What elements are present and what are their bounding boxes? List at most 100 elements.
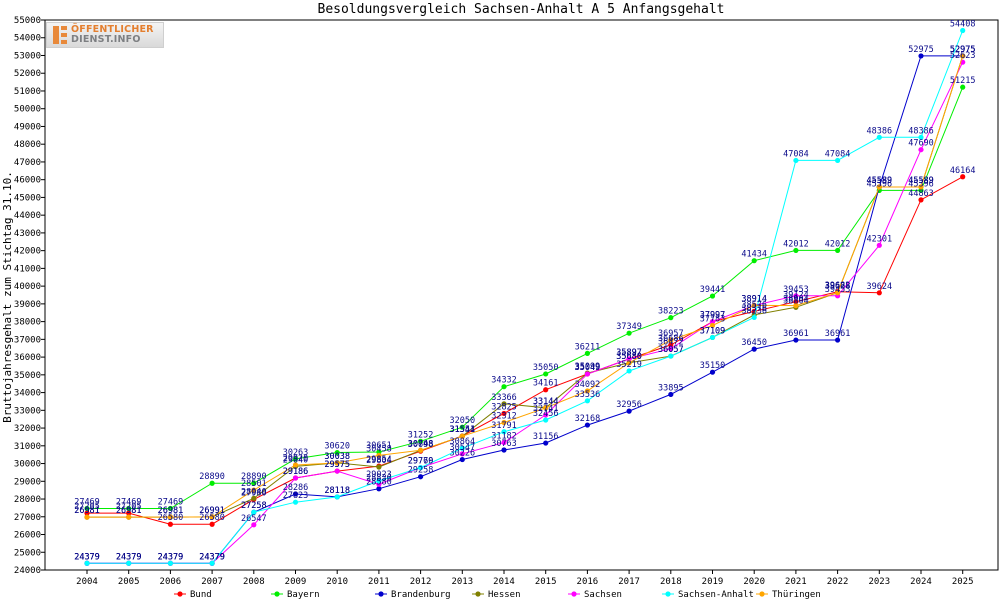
y-tick-label: 31000 [14,442,41,452]
data-label-bund: 38576 [741,300,767,310]
data-label-bayern: 37349 [616,322,642,332]
data-label-sachsen: 39453 [825,285,851,295]
data-label-brandenburg: 27258 [241,501,267,511]
data-label-bayern: 27469 [116,497,142,507]
x-tick-label: 2019 [702,577,724,587]
data-label-brandenburg: 29258 [408,466,434,476]
y-tick-label: 44000 [14,211,41,221]
data-point-bayern [960,84,966,90]
data-point-th-ringen [459,433,465,439]
x-tick-label: 2007 [201,577,223,587]
data-point-sachsen-anhalt [251,509,257,515]
y-tick-label: 53000 [14,51,41,61]
data-label-hessen: 26981 [74,506,100,516]
data-label-hessen: 45589 [908,176,934,186]
data-label-sachsen: 35897 [616,348,642,358]
data-label-hessen: 26981 [116,506,142,516]
data-label-bayern: 42012 [825,239,851,249]
data-label-th-ringen: 28501 [241,479,267,489]
legend-marker-hessen [475,591,481,597]
data-label-brandenburg: 24379 [116,552,142,562]
logo-line-1: ÖFFENTLICHER [71,24,154,35]
data-label-sachsen: 29575 [324,460,350,470]
data-point-sachsen-anhalt [626,368,632,374]
data-point-bayern [584,350,591,356]
data-labels: 27205 27205 26580 26580 27980 29186 29575 29854… [74,20,975,563]
data-point-sachsen-anhalt [960,27,966,34]
data-point-sachsen-anhalt [418,465,424,471]
data-point-brandenburg [918,53,924,59]
data-point-sachsen-anhalt [334,494,340,500]
data-label-hessen: 33144 [533,397,559,407]
data-label-sachsen-anhalt: 28118 [324,486,350,496]
data-label-th-ringen: 30748 [408,439,434,449]
data-point-th-ringen [167,514,173,520]
data-label-sachsen-anhalt: 27823 [283,491,309,501]
data-label-th-ringen: 33144 [533,397,559,407]
data-label-brandenburg: 28118 [324,486,350,496]
data-label-brandenburg: 36450 [741,338,767,348]
data-label-bayern: 28890 [241,472,267,482]
data-label-hessen: 29840 [283,455,309,465]
data-label-bund: 37997 [700,311,726,321]
y-tick-label: 55000 [14,16,41,26]
data-label-sachsen: 47690 [908,139,934,149]
data-point-bund [543,387,549,393]
data-point-sachsen-anhalt [84,560,90,566]
y-tick-label: 49000 [14,122,41,132]
data-point-sachsen-anhalt [209,560,215,566]
data-point-bayern [334,449,340,456]
data-label-bayern: 32050 [450,416,476,426]
series-line-bund [87,176,963,525]
data-point-bayern [543,371,549,377]
data-label-bund: 35049 [575,363,601,373]
data-point-bund [960,174,966,180]
data-label-bund: 26580 [199,513,225,523]
y-tick-label: 29000 [14,477,41,487]
data-label-th-ringen: 36957 [658,329,684,339]
data-point-sachsen [543,412,549,418]
data-point-bund [793,299,799,305]
data-point-brandenburg [292,491,299,497]
x-tick-label: 2009 [285,577,307,587]
data-label-sachsen-anhalt: 24379 [199,552,225,562]
data-label-sachsen-anhalt: 31791 [491,421,517,431]
data-point-hessen [501,401,507,407]
y-tick-label: 39000 [14,300,41,310]
data-point-th-ringen [960,53,966,59]
y-tick-label: 26000 [14,531,41,541]
data-point-sachsen-anhalt [918,134,924,140]
data-point-sachsen [793,293,799,299]
data-point-th-ringen [751,302,757,308]
x-tick-label: 2013 [451,577,473,587]
chart-title: Besoldungsvergleich Sachsen-Anhalt A 5 A… [318,2,725,17]
y-tick-label: 34000 [14,389,41,399]
x-tick-label: 2024 [910,577,932,587]
data-point-sachsen [292,475,299,481]
data-label-hessen: 33366 [491,393,517,403]
data-label-hessen: 31541 [450,425,476,435]
y-tick-label: 42000 [14,247,41,257]
data-point-th-ringen [418,447,424,453]
data-point-brandenburg [501,447,507,453]
data-label-bayern: 31252 [408,430,434,440]
data-label-sachsen: 52623 [950,51,976,61]
x-tick-label: 2022 [827,577,849,587]
y-tick-label: 36000 [14,353,41,363]
series-line-hessen [87,55,964,518]
data-point-th-ringen [835,290,841,296]
x-tick-label: 2016 [577,577,599,587]
data-point-th-ringen [292,462,299,468]
y-tick-label: 30000 [14,460,41,470]
data-label-bund: 27980 [241,488,267,498]
data-point-brandenburg [835,337,841,343]
data-label-bayern: 30263 [283,448,309,458]
data-point-sachsen-anhalt [668,353,674,359]
data-point-sachsen [668,346,674,352]
data-label-sachsen: 37997 [700,311,726,321]
data-point-th-ringen [709,322,716,329]
data-label-bund: 35897 [616,348,642,358]
data-label-sachsen-anhalt: 32456 [533,409,559,419]
data-point-brandenburg [751,346,757,352]
